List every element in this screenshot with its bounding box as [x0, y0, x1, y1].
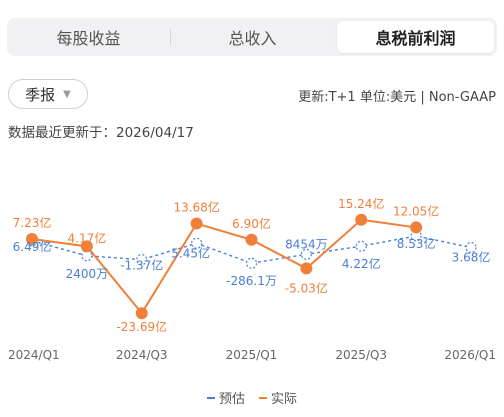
legend: 预估 实际: [0, 388, 504, 407]
actual-line: [31, 218, 417, 315]
forecast-data-label: 3.68亿: [452, 250, 491, 265]
x-tick-label: 2026/Q1: [444, 348, 496, 362]
forecast-data-label: -286.1万: [226, 274, 277, 288]
x-tick-label: 2025/Q1: [226, 348, 278, 362]
forecast-point: [245, 257, 258, 269]
actual-data-label: 13.68亿: [173, 200, 219, 215]
actual-point: [245, 233, 258, 246]
x-tick-label: 2025/Q3: [335, 348, 387, 362]
period-selector[interactable]: 季报 ▼: [8, 79, 88, 109]
x-tick-label: 2024/Q1: [8, 348, 60, 362]
forecast-point: [300, 248, 312, 260]
legend-label-forecast: 预估: [218, 392, 245, 407]
forecast-point: [465, 241, 477, 254]
actual-data-label: 4.17亿: [68, 230, 107, 245]
forecast-point: [410, 230, 422, 242]
actual-data-label: -5.03亿: [285, 280, 328, 295]
forecast-point: [355, 240, 367, 252]
forecast-data-label: 2400万: [66, 267, 109, 281]
actual-data-label: -23.69亿: [116, 319, 167, 334]
actual-data-label: 7.23亿: [13, 215, 52, 230]
actual-point: [80, 240, 93, 253]
forecast-data-label: 6.49亿: [13, 239, 52, 254]
legend-item-actual[interactable]: 实际: [259, 388, 297, 407]
actual-point: [300, 262, 313, 275]
actual-point: [135, 307, 148, 320]
tab-divider: [170, 29, 171, 45]
actual-data-label: 15.24亿: [338, 196, 384, 211]
ebit-chart: 6.49亿 2400万 -1.37亿 5.45亿 -286.1万 8454万 4.22亿 8.…: [8, 196, 496, 362]
period-selector-label: 季报: [25, 85, 56, 104]
actual-data-label: 12.05亿: [393, 203, 439, 218]
forecast-data-label: -1.37亿: [120, 258, 163, 273]
tab-ebit[interactable]: 息税前利润: [337, 21, 494, 53]
x-tick-label: 2024/Q3: [116, 348, 168, 362]
actual-point: [355, 213, 368, 226]
legend-label-actual: 实际: [271, 392, 298, 407]
forecast-point: [81, 250, 93, 262]
forecast-data-label: 5.45亿: [171, 245, 210, 260]
tab-eps[interactable]: 每股收益: [56, 29, 121, 48]
forecast-point: [191, 237, 203, 249]
forecast-point: [136, 254, 148, 266]
forecast-data-label: 4.22亿: [342, 256, 381, 271]
forecast-data-label: 8.53亿: [397, 236, 436, 251]
legend-swatch-forecast: [206, 396, 215, 399]
actual-point: [190, 217, 203, 230]
chevron-down-icon: ▼: [63, 88, 71, 100]
legend-item-forecast[interactable]: 预估: [206, 388, 245, 407]
last-updated: 数据最近更新于：2026/04/17: [8, 125, 194, 141]
forecast-data-label: 8454万: [285, 237, 328, 251]
unit-info: 更新:T+1 单位:美元 | Non-GAAP: [298, 90, 496, 105]
actual-point: [26, 233, 38, 245]
tab-revenue[interactable]: 总收入: [228, 29, 277, 48]
legend-swatch-actual: [259, 396, 267, 399]
actual-point: [410, 221, 423, 234]
actual-data-label: 6.90亿: [232, 216, 271, 231]
metric-tabs: 每股收益 总收入 息税前利润: [7, 18, 497, 56]
